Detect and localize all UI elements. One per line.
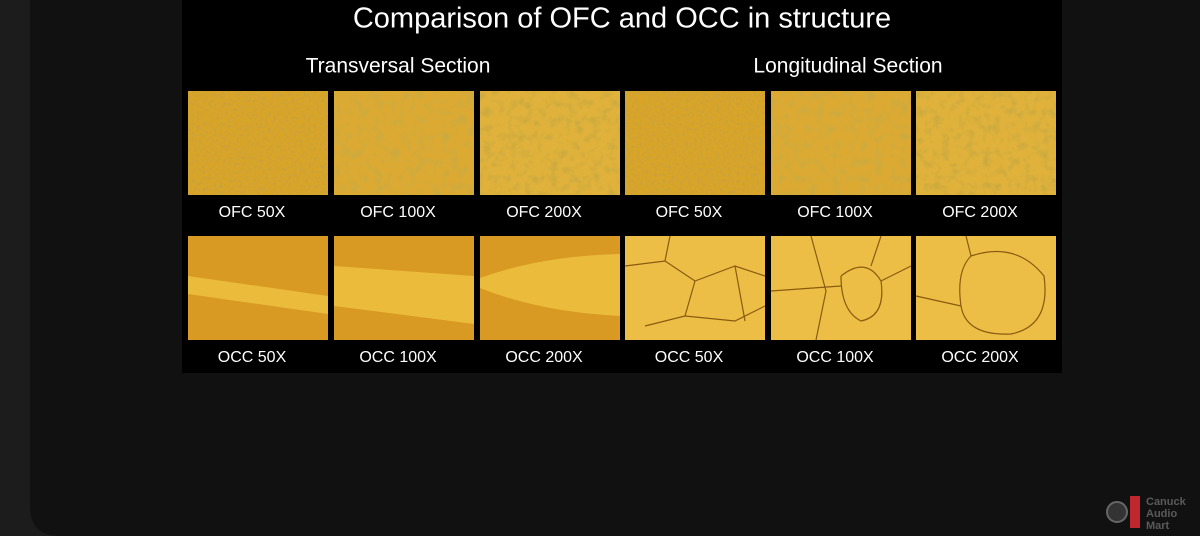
- micrograph: [188, 91, 328, 195]
- micrograph-band: [334, 266, 474, 324]
- section-heading: Longitudinal Section: [753, 55, 942, 78]
- micrograph-label: OFC 200X: [506, 204, 582, 221]
- image-frame: [182, 0, 1062, 373]
- micrograph: [334, 91, 474, 195]
- micrograph-base: [480, 91, 620, 195]
- grain-boundary: [624, 235, 766, 327]
- grain-boundary: [915, 235, 1046, 335]
- watermark-text: Audio: [1146, 508, 1177, 520]
- micrograph-label: OCC 100X: [796, 349, 874, 366]
- micrograph-label: OFC 50X: [219, 204, 286, 221]
- micrograph: [188, 236, 328, 340]
- micrograph: [916, 91, 1056, 195]
- micrograph-base: [771, 236, 911, 340]
- micrograph-base: [625, 236, 765, 340]
- micrograph-label: OFC 200X: [942, 204, 1018, 221]
- section-heading: Transversal Section: [306, 55, 491, 78]
- micrograph: [625, 91, 765, 195]
- watermark-text: Mart: [1146, 520, 1170, 532]
- micrograph-base: [625, 91, 765, 195]
- micrograph: [480, 91, 620, 195]
- micrograph-base: [334, 91, 474, 195]
- image-title: Comparison of OFC and OCC in structure: [353, 3, 891, 35]
- micrograph: [915, 235, 1056, 340]
- micrograph-label: OCC 50X: [218, 349, 287, 366]
- micrograph-label: OCC 50X: [655, 349, 724, 366]
- watermark-text: Canuck: [1146, 496, 1187, 508]
- micrograph: [480, 236, 620, 340]
- micrograph-label: OCC 100X: [359, 349, 437, 366]
- micrograph: [770, 235, 912, 341]
- micrograph-label: OFC 50X: [656, 204, 723, 221]
- micrograph: [624, 235, 766, 340]
- watermark-logo: [1106, 496, 1140, 528]
- micrograph: [334, 236, 474, 340]
- micrograph: [771, 91, 911, 195]
- micrograph-base: [916, 236, 1056, 340]
- micrograph-band: [480, 254, 620, 316]
- grain-boundary: [770, 235, 912, 341]
- micrograph-base: [188, 91, 328, 195]
- micrograph-band: [188, 276, 328, 314]
- micrograph-label: OCC 200X: [505, 349, 583, 366]
- micrograph-base: [916, 91, 1056, 195]
- micrograph-base: [771, 91, 911, 195]
- micrograph-label: OFC 100X: [797, 204, 873, 221]
- micrograph-label: OFC 100X: [360, 204, 436, 221]
- micrograph-label: OCC 200X: [941, 349, 1019, 366]
